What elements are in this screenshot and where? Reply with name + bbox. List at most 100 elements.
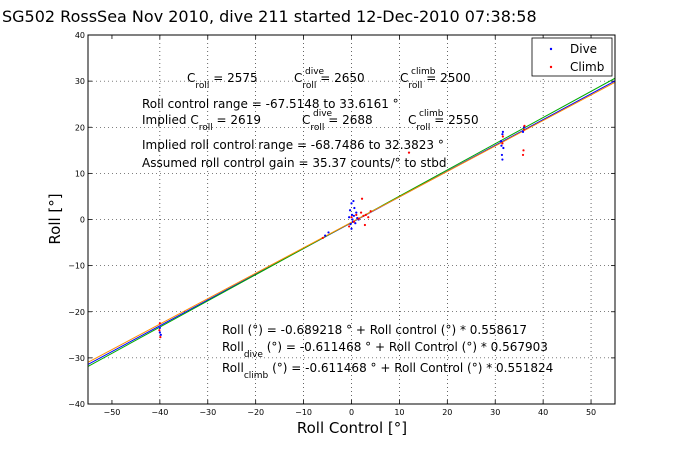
dive-point [501,130,504,133]
dive-point [521,130,525,133]
c-roll-dive-sup: dive [305,67,325,77]
implied-c-roll-dive: Croll = 2688 [302,113,373,133]
dive-point [158,331,161,334]
climb-point [359,211,363,214]
y-tick-label: 40 [75,31,85,40]
y-tick-label: 30 [75,77,85,86]
climb-point [352,220,355,223]
y-tick-label: −10 [68,262,85,271]
y-tick-label: 20 [75,123,85,132]
assumed-roll-control-gain: Assumed roll control gain = 35.37 counts… [142,156,447,170]
legend-climb-label: Climb [570,60,604,74]
implied-c-roll-value: = 2619 [213,113,261,127]
dive-point [502,146,505,150]
c-roll-climb-sub: roll [408,81,422,91]
dive-point [499,139,503,143]
climb-point [360,197,364,200]
climb-point [522,149,525,152]
climb-point [501,135,504,138]
dive-point [354,222,357,225]
climb-point [348,225,351,228]
dive-point [348,209,352,212]
implied-roll-control-range: Implied roll control range = -68.7486 to… [142,138,444,152]
dive-point [158,326,161,329]
chart-title: SG502 RossSea Nov 2010, dive 211 started… [2,7,537,26]
climb-point [355,213,358,216]
y-tick-label: −40 [68,400,85,409]
dive-point [501,158,504,161]
c-roll: C [187,71,195,85]
legend: Dive Climb [531,37,613,77]
fit-dive-rest: (°) = -0.611468 ° + Roll Control (°) * 0… [263,340,548,354]
c-roll-dive-value: = 2650 [316,71,364,85]
bottom-annotations: Roll (°) = -0.689218 ° + Roll control (°… [222,323,553,381]
implied-c-roll-climb-sup: climb [419,109,444,119]
c-roll-dive-sub: roll [302,81,316,91]
dive-point [500,153,504,157]
x-tick-label: 10 [394,408,404,417]
x-tick-label: 50 [586,408,596,417]
climb-point [523,124,526,127]
dive-point [349,223,352,226]
dive-point [352,214,355,217]
fit-dive-base: Roll [222,340,244,354]
x-tick-label: 40 [538,408,548,417]
x-axis-label: Roll Control [°] [297,419,407,437]
dive-point [501,133,504,136]
y-axis-label: Roll [°] [46,193,64,244]
fit-line [87,81,616,363]
dive-point [327,231,330,234]
implied-c-roll-dive-value: = 2688 [324,113,372,127]
x-tick-label: 30 [490,408,500,417]
data-points [158,124,526,339]
dive-point [324,234,327,237]
implied-prefix: Implied C [142,113,199,127]
y-tick-label: −20 [68,308,85,317]
dive-point [350,213,354,216]
climb-point [363,223,367,227]
x-tick-label: −20 [247,408,264,417]
climb-point [321,236,324,240]
dive-point [352,199,355,203]
dive-point [350,202,353,205]
dive-point [355,211,358,214]
climb-point [350,216,353,219]
dive-point [353,206,356,210]
legend-climb-marker [549,65,553,69]
implied-c-roll-sub: roll [199,123,213,133]
climb-point [369,210,372,213]
y-tick-label: 0 [80,216,85,225]
fit-climb-base: Roll [222,361,244,375]
climb-point [501,142,504,145]
implied-c-roll-climb-base: C [408,113,416,127]
y-tick-label: −30 [68,354,85,363]
fit-equation-all: Roll (°) = -0.689218 ° + Roll control (°… [222,323,527,337]
legend-dive-label: Dive [570,42,597,56]
c-roll-climb-value: = 2500 [422,71,470,85]
dive-point [500,144,503,147]
fit-equation-climb: Rollclimb (°) = -0.611468 ° + Roll Contr… [222,361,553,381]
dive-point [351,218,354,221]
c-roll-climb-sup: climb [411,67,436,77]
fit-climb-rest: (°) = -0.611468 ° + Roll Control (°) * 0… [268,361,553,375]
fit-climb-sub: climb [244,371,269,381]
climb-point [357,217,360,220]
fit-dive-sub: dive [244,350,264,360]
x-tick-label: −40 [151,408,168,417]
plot-frame [87,34,616,405]
climb-point [362,214,365,217]
c-roll-dive-base: C [294,71,302,85]
c-roll-climb: Croll = 2500 [400,71,471,91]
climb-point [159,336,162,339]
implied-c-roll-climb-value: = 2550 [430,113,478,127]
climb-point [364,213,367,216]
dive-point [159,333,162,336]
c-roll-line: Croll = 2575 [187,71,258,91]
dive-point [348,216,351,219]
c-roll-value: = 2575 [209,71,257,85]
y-tick-label: 10 [75,169,85,178]
climb-point [367,216,370,219]
implied-c-roll-climb-sub: roll [416,123,430,133]
